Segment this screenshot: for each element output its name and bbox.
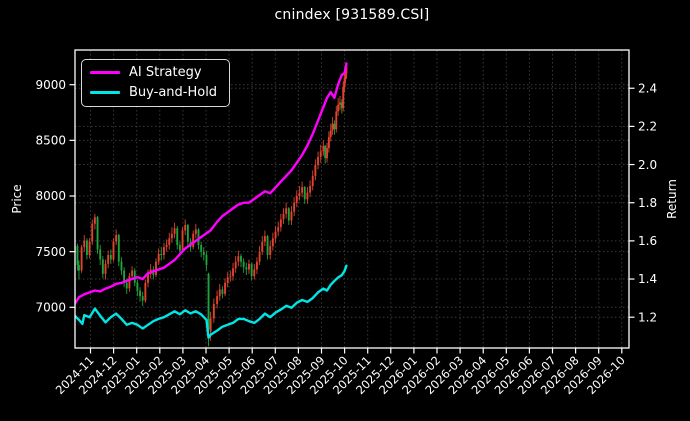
price-tick-label: 8000 <box>35 189 66 203</box>
return-tick-label: 2.2 <box>638 120 657 134</box>
return-tick-label: 1.6 <box>638 234 657 248</box>
legend-item-ai-strategy: AI Strategy <box>90 65 217 80</box>
return-tick-label: 2.0 <box>638 158 657 172</box>
strategy-lines <box>75 62 348 339</box>
legend-item-buy-and-hold: Buy-and-Hold <box>90 85 217 100</box>
price-tick-label: 8500 <box>35 134 66 148</box>
grid-lines <box>75 50 629 348</box>
return-tick-label: 1.2 <box>638 310 657 324</box>
price-tick-label: 9000 <box>35 78 66 92</box>
price-tick-label: 7000 <box>35 301 66 315</box>
legend: AI Strategy Buy-and-Hold <box>81 59 231 107</box>
price-tick-label: 7500 <box>35 245 66 259</box>
y-axis-label-price: Price <box>10 184 24 214</box>
buy-and-hold-line-swatch <box>90 90 120 95</box>
return-tick-label: 2.4 <box>638 81 657 95</box>
ai-strategy-line-swatch <box>90 70 120 75</box>
return-tick-label: 1.8 <box>638 196 657 210</box>
return-tick-label: 1.4 <box>638 272 657 286</box>
ai-strategy-line <box>75 62 348 305</box>
y-axis-label-return: Return <box>665 179 679 219</box>
candlestick-series <box>75 65 348 347</box>
legend-label-ai-strategy: AI Strategy <box>129 65 202 80</box>
legend-label-buy-and-hold: Buy-and-Hold <box>129 85 218 100</box>
chart-title: cnindex [931589.CSI] <box>274 7 430 23</box>
buy-and-hold-line <box>75 264 348 339</box>
